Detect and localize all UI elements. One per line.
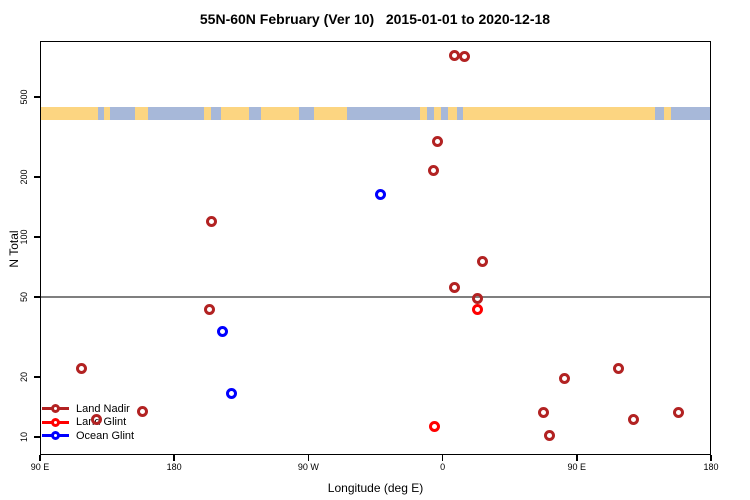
x-tick-label: 0	[440, 462, 446, 472]
data-point-land-nadir	[537, 407, 549, 419]
x-tick	[576, 455, 578, 461]
data-point-land-nadir	[627, 414, 639, 426]
y-tick-label: 500	[19, 89, 29, 105]
map-strip-segment-ocean	[347, 106, 420, 121]
data-point-land-nadir	[136, 406, 148, 418]
y-tick-label: 20	[19, 371, 29, 382]
y-tick-label: 200	[19, 169, 29, 185]
y-tick	[34, 376, 40, 378]
map-strip-segment-land	[221, 106, 250, 121]
legend-item-land-nadir: Land Nadir	[42, 402, 134, 416]
map-strip-segment-ocean	[299, 106, 314, 121]
map-strip-segment-ocean	[249, 106, 261, 121]
land-glint-symbol-icon	[42, 417, 69, 427]
map-strip-segment-ocean	[654, 106, 664, 121]
map-strip-segment-land	[419, 106, 427, 121]
legend-item-ocean-glint: Ocean Glint	[42, 429, 134, 443]
data-point-ocean-glint	[225, 388, 237, 399]
map-strip-segment-ocean	[211, 106, 221, 121]
data-point-land-nadir	[471, 292, 483, 304]
legend-label: Ocean Glint	[76, 429, 135, 442]
map-strip-segment-land	[313, 106, 347, 121]
y-tick-label: 10	[19, 432, 29, 443]
ocean-glint-symbol-icon	[42, 431, 69, 441]
data-point-land-nadir	[448, 281, 460, 293]
y-tick-label: 50	[19, 292, 29, 303]
chart-title: 55N-60N February (Ver 10) 2015-01-01 to …	[199, 11, 551, 27]
legend-item-land-glint: Land Glint	[42, 416, 134, 430]
data-point-land-glint	[428, 420, 440, 432]
data-point-land-nadir	[612, 363, 624, 374]
legend: Land Nadir Land Glint Ocean Glint	[42, 402, 134, 443]
x-tick-label: 180	[166, 462, 182, 472]
data-point-land-nadir	[75, 363, 87, 374]
x-tick	[710, 455, 712, 461]
map-strip-segment-ocean	[670, 106, 711, 121]
data-point-land-nadir	[672, 407, 684, 419]
map-strip-segment-land	[663, 106, 671, 121]
map-strip-segment-land	[40, 106, 98, 121]
map-strip-segment-land	[462, 106, 655, 121]
data-point-land-nadir	[458, 51, 470, 63]
x-tick	[173, 455, 175, 461]
data-point-land-nadir	[91, 413, 102, 425]
map-strip-segment-land	[447, 106, 457, 121]
data-point-land-glint	[471, 303, 483, 315]
map-strip-segment-ocean	[98, 106, 104, 121]
data-point-land-nadir	[476, 256, 488, 268]
data-point-ocean-glint	[374, 188, 386, 200]
map-strip-segment-land	[103, 106, 110, 121]
x-tick-label: 90 E	[30, 462, 50, 472]
map-strip-segment-ocean	[147, 106, 205, 121]
data-point-land-nadir	[205, 215, 217, 227]
x-axis-title: Longitude (deg E)	[327, 481, 424, 495]
legend-label: Land Nadir	[76, 402, 130, 415]
y-axis-title: N Total	[7, 230, 21, 268]
y-tick	[34, 96, 40, 98]
data-point-land-nadir	[558, 373, 570, 385]
land-nadir-symbol-icon	[42, 404, 69, 414]
data-point-land-nadir	[427, 165, 439, 176]
x-tick-label: 90 W	[297, 462, 319, 472]
map-strip-segment-land	[204, 106, 212, 121]
map-strip-segment-land	[134, 106, 148, 121]
reference-line-50	[40, 296, 711, 298]
y-tick	[34, 436, 40, 438]
y-tick	[34, 176, 40, 178]
y-tick	[34, 236, 40, 238]
data-point-land-nadir	[448, 50, 460, 62]
map-strip-segment-ocean	[456, 106, 463, 121]
map-strip-segment-ocean	[440, 106, 448, 121]
x-tick	[441, 455, 444, 461]
map-strip-segment-land	[433, 106, 441, 121]
x-tick	[307, 455, 310, 461]
data-point-land-nadir	[203, 303, 215, 315]
data-point-land-nadir	[431, 136, 443, 148]
x-tick-label: 90 E	[567, 462, 587, 472]
data-point-land-nadir	[543, 429, 555, 441]
x-tick-label: 180	[703, 462, 719, 472]
x-tick	[39, 455, 41, 461]
map-strip-segment-ocean	[109, 106, 135, 121]
map-strip-segment-land	[260, 106, 299, 121]
plot-border	[40, 41, 711, 455]
map-strip-segment-ocean	[426, 106, 434, 121]
data-point-ocean-glint	[216, 326, 228, 338]
y-tick	[34, 296, 40, 298]
